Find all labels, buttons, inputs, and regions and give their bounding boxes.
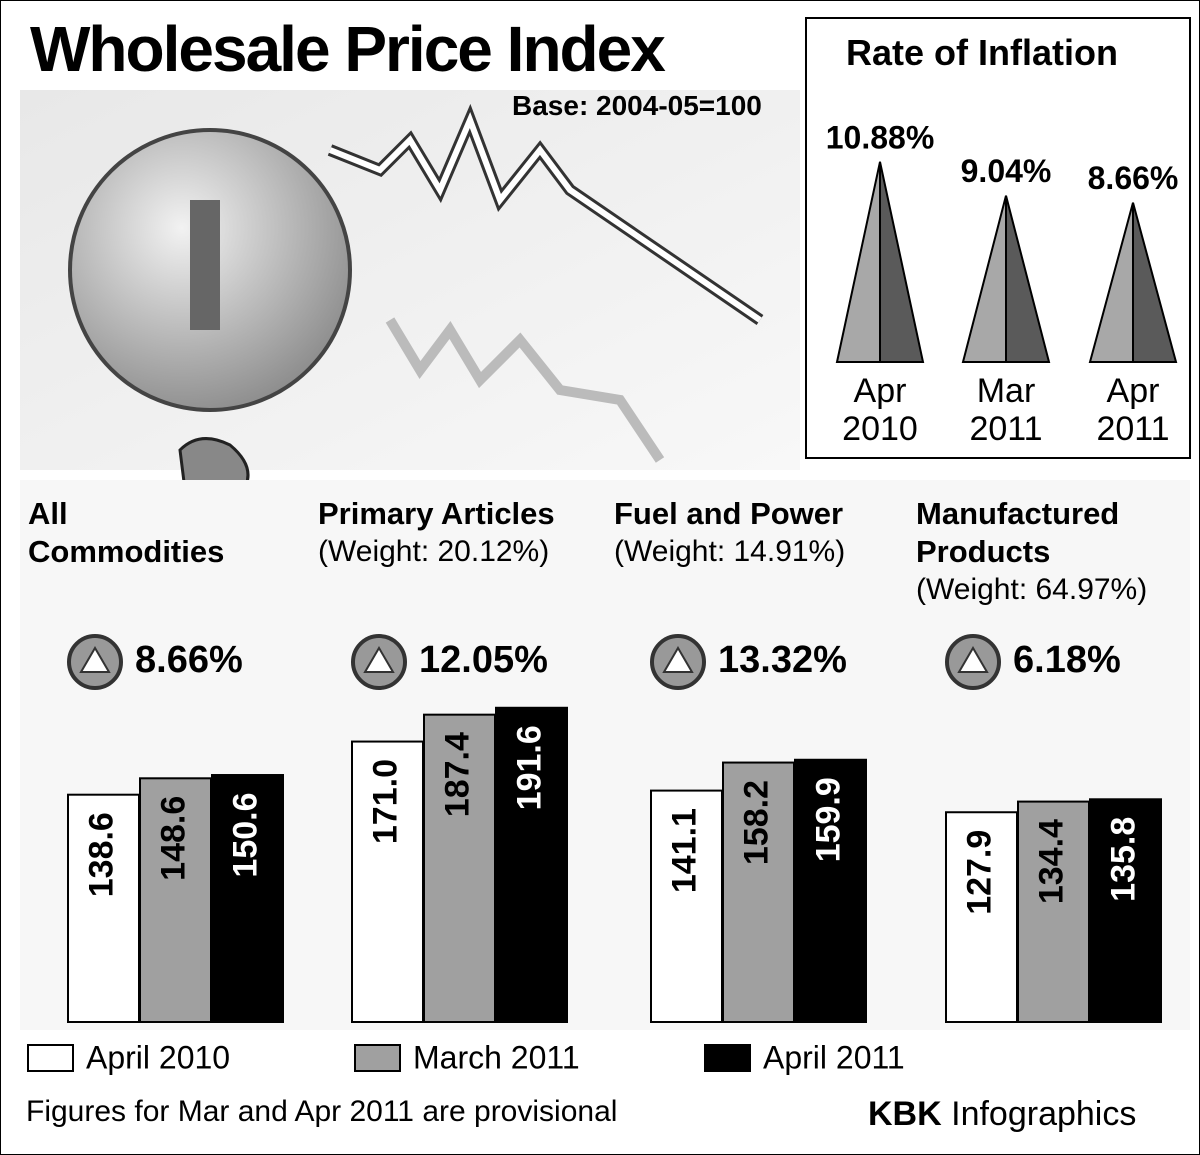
coin-figure [190, 200, 220, 330]
bar [722, 761, 795, 1023]
credit-text: Infographics [951, 1095, 1137, 1133]
value-label: 191.6 [510, 725, 548, 810]
triangle-right [1132, 202, 1178, 363]
group-weight: (Weight: 64.97%) [916, 573, 1148, 606]
value-label: 159.9 [809, 777, 847, 862]
triangle-right [879, 161, 925, 363]
value-label: 141.1 [665, 808, 703, 893]
decor-arrow [328, 111, 762, 323]
group-title: Primary Articles [318, 496, 555, 531]
group-title: Manufactured Products [916, 496, 1120, 569]
group-weight: (Weight: 20.12%) [318, 535, 550, 568]
category-label: Apr 2011 [1096, 372, 1170, 448]
bar [351, 740, 424, 1023]
bar [495, 706, 568, 1023]
credit-brand: KBK [868, 1095, 942, 1133]
change-arrow [957, 646, 989, 673]
category-label: Apr 2010 [842, 372, 918, 448]
change-arrow [662, 646, 694, 673]
legend-swatch [354, 1044, 401, 1072]
value-label: 134.4 [1032, 819, 1070, 904]
title: Wholesale Price Index [30, 13, 666, 85]
bar [67, 793, 140, 1023]
bar [1089, 798, 1162, 1024]
value-label: 171.0 [366, 759, 404, 844]
subtitle: Base: 2004-05=100 [512, 90, 762, 121]
change-label: 6.18% [1013, 639, 1121, 681]
category-label: Mar 2011 [969, 372, 1043, 448]
value-label: 150.6 [226, 792, 264, 877]
legend-label: April 2011 [763, 1039, 905, 1075]
change-arrow [79, 646, 111, 673]
group-title: Fuel and Power [614, 496, 844, 531]
bar [211, 774, 284, 1023]
change-label: 13.32% [718, 639, 847, 681]
value-label: 9.04% [961, 153, 1052, 189]
bar [794, 758, 867, 1023]
bar [650, 789, 723, 1024]
decor-arrow [385, 317, 665, 463]
change-label: 8.66% [135, 639, 243, 681]
group-title: All Commodities [28, 496, 225, 569]
value-label: 187.4 [438, 732, 476, 817]
bar [1017, 800, 1090, 1023]
footnote: Figures for Mar and Apr 2011 are provisi… [26, 1095, 618, 1128]
change-label: 12.05% [419, 639, 548, 681]
legend-label: March 2011 [413, 1039, 580, 1075]
value-label: 10.88% [826, 119, 935, 155]
legend-swatch [27, 1044, 74, 1072]
group-weight: (Weight: 14.91%) [614, 535, 846, 568]
bar [945, 811, 1018, 1024]
value-label: 135.8 [1104, 817, 1142, 902]
value-label: 158.2 [737, 780, 775, 865]
credit: KBK Infographics [868, 1095, 1136, 1134]
value-label: 8.66% [1088, 160, 1179, 196]
bar [139, 777, 212, 1024]
value-label: 148.6 [154, 796, 192, 881]
inflation-title: Rate of Inflation [846, 32, 1118, 73]
triangle-right [1005, 195, 1051, 363]
value-label: 138.6 [82, 812, 120, 897]
legend-label: April 2010 [86, 1039, 230, 1075]
value-label: 127.9 [960, 830, 998, 915]
legend-swatch [704, 1044, 751, 1072]
change-arrow [363, 646, 395, 673]
